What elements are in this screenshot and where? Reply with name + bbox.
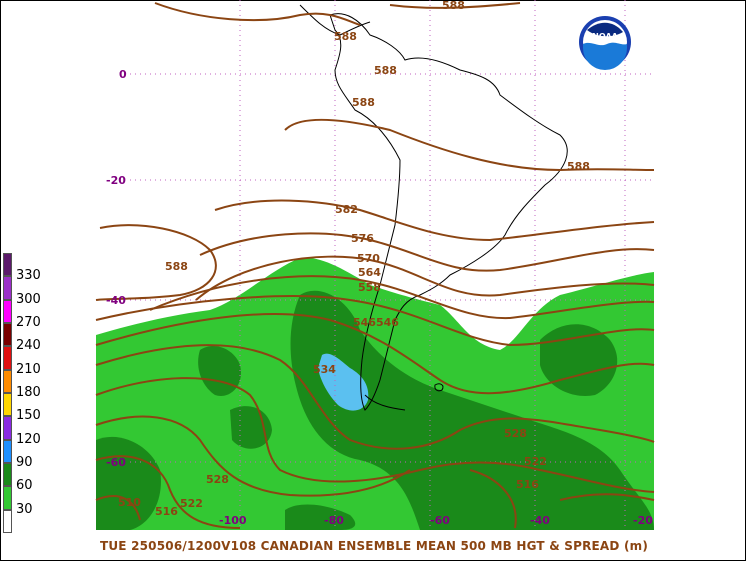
legend-swatch	[3, 253, 12, 277]
contour-label: 522	[524, 455, 547, 468]
legend-label: 90	[16, 455, 33, 470]
lat-label: -60	[106, 456, 126, 469]
lat-label: -20	[106, 174, 126, 187]
lon-label: -20	[633, 514, 653, 527]
legend-label: 240	[16, 338, 41, 354]
spread-60-patch	[285, 504, 356, 530]
legend-swatch	[3, 509, 12, 533]
legend-swatch	[3, 323, 12, 347]
contour-label: 528	[206, 473, 229, 486]
latitude-labels: 0 -20 -40 -60	[106, 68, 127, 469]
longitude-labels: -100 -80 -60 -40 -20	[219, 514, 653, 527]
legend-label: 150	[16, 408, 41, 424]
height-contours	[95, 2, 655, 529]
contour-label: 588	[352, 96, 375, 109]
contour-label: 588	[442, 0, 465, 12]
legend-swatch	[3, 463, 12, 487]
lat-label: 0	[119, 68, 127, 81]
noaa-logo-text: NOAA	[592, 32, 618, 41]
map-caption: TUE 250506/1200V108 CANADIAN ENSEMBLE ME…	[99, 539, 649, 553]
legend-swatch	[3, 439, 12, 463]
contour-label: 582	[335, 203, 358, 216]
legend-swatch	[3, 416, 12, 440]
lat-label: -40	[106, 294, 126, 307]
lon-label: -100	[219, 514, 247, 527]
contour-label: 588	[334, 30, 357, 43]
spread-60-patch	[540, 324, 618, 396]
contour-label: 588	[374, 64, 397, 77]
legend-swatch	[3, 393, 12, 417]
contour-label: 588	[165, 260, 188, 273]
contour-label: 534	[313, 363, 336, 376]
contour-label: 558	[358, 281, 381, 294]
legend-swatch	[3, 299, 12, 323]
legend-label: 60	[16, 478, 33, 494]
spread-90-region	[318, 353, 369, 411]
contour-label: 528	[504, 427, 527, 440]
coastline-south-america	[329, 13, 568, 411]
lon-label: -80	[324, 514, 344, 527]
contour-label: 576	[351, 232, 374, 245]
legend-swatch	[3, 276, 12, 300]
legend-label: 270	[16, 315, 41, 330]
legend-label: 210	[16, 361, 41, 377]
contour-label: 570	[357, 252, 380, 265]
coastline-tierra-del-fuego	[364, 394, 406, 411]
lon-label: -60	[430, 514, 450, 527]
spread-legend: 330 300 270 240 210 180 150 120 90 60 30	[3, 253, 43, 533]
contour-label: 522	[180, 497, 203, 510]
noaa-logo: NOAA	[579, 16, 631, 70]
legend-label: 180	[16, 385, 41, 400]
lon-label: -40	[530, 514, 550, 527]
legend-label: 30	[16, 501, 33, 517]
coastline-falklands	[434, 383, 444, 392]
contour-label: 564	[358, 266, 381, 279]
contour-label: 546	[353, 316, 376, 329]
contour-label: 516	[155, 505, 178, 518]
contour-label: 546	[376, 316, 399, 329]
contour-label: 510	[118, 496, 141, 509]
spread-60-region	[290, 290, 654, 530]
legend-label: 330	[16, 268, 41, 284]
legend-swatch	[3, 346, 12, 370]
legend-swatch	[3, 369, 12, 393]
contour-label: 516	[516, 478, 539, 491]
legend-label: 300	[16, 291, 41, 307]
legend-label: 120	[16, 431, 41, 447]
coastline-central-america	[299, 4, 371, 36]
contour-labels: 588 588 588 588 588 588 582 576 570 564 …	[118, 0, 590, 518]
contour-label: 588	[567, 160, 590, 173]
legend-swatch	[3, 486, 12, 510]
